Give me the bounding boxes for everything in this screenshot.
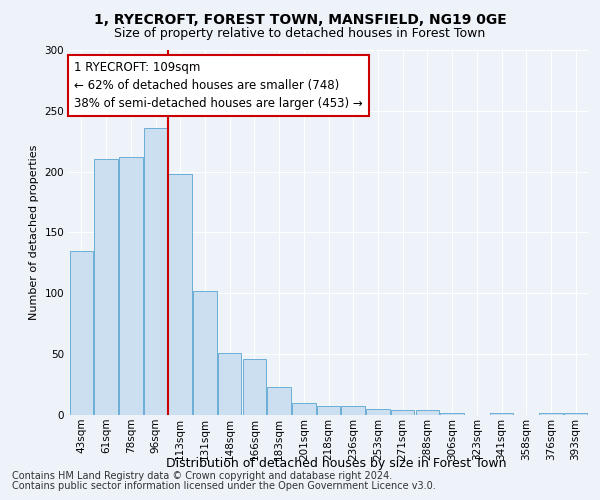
Bar xyxy=(539,412,563,415)
Text: Size of property relative to detached houses in Forest Town: Size of property relative to detached ho… xyxy=(115,28,485,40)
Bar xyxy=(317,406,340,415)
Text: Distribution of detached houses by size in Forest Town: Distribution of detached houses by size … xyxy=(166,458,506,470)
Bar xyxy=(341,406,365,415)
Text: Contains public sector information licensed under the Open Government Licence v3: Contains public sector information licen… xyxy=(12,481,436,491)
Text: Contains HM Land Registry data © Crown copyright and database right 2024.: Contains HM Land Registry data © Crown c… xyxy=(12,471,392,481)
Bar xyxy=(564,412,587,415)
Text: 1 RYECROFT: 109sqm
← 62% of detached houses are smaller (748)
38% of semi-detach: 1 RYECROFT: 109sqm ← 62% of detached hou… xyxy=(74,61,363,110)
Bar xyxy=(242,359,266,415)
Bar xyxy=(490,412,513,415)
Bar xyxy=(440,412,464,415)
Bar xyxy=(366,409,389,415)
Y-axis label: Number of detached properties: Number of detached properties xyxy=(29,145,39,320)
Bar xyxy=(292,403,316,415)
Bar xyxy=(169,174,192,415)
Bar xyxy=(391,410,415,415)
Bar xyxy=(268,387,291,415)
Bar xyxy=(70,250,93,415)
Bar xyxy=(218,353,241,415)
Bar xyxy=(416,410,439,415)
Bar xyxy=(193,291,217,415)
Bar xyxy=(119,157,143,415)
Text: 1, RYECROFT, FOREST TOWN, MANSFIELD, NG19 0GE: 1, RYECROFT, FOREST TOWN, MANSFIELD, NG1… xyxy=(94,12,506,26)
Bar xyxy=(144,128,167,415)
Bar xyxy=(94,160,118,415)
